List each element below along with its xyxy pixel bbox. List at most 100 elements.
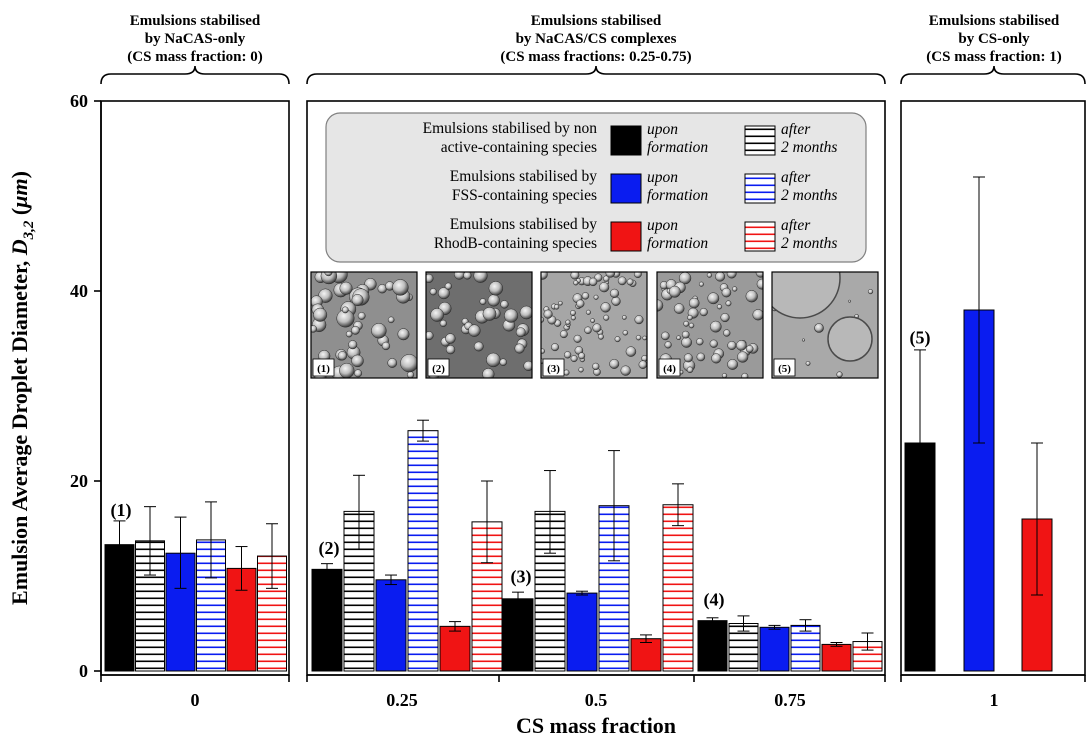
droplet	[681, 330, 690, 339]
droplet	[541, 348, 546, 354]
droplet	[563, 369, 570, 376]
droplet	[351, 354, 364, 368]
legend-row3-label-line1: Emulsions stabilised by	[450, 216, 598, 233]
droplet	[590, 318, 595, 323]
droplet	[397, 328, 410, 341]
panel-header-right-line3: (CS mass fraction: 1)	[926, 49, 1061, 65]
error-bar	[235, 546, 248, 591]
droplet	[439, 319, 447, 327]
error-bar	[174, 516, 187, 589]
bar-0.5-solid-2	[566, 592, 598, 672]
droplet	[622, 315, 627, 320]
error-bar	[640, 634, 652, 643]
error-bar	[830, 642, 843, 647]
panel-header-middle-line2: by NaCAS/CS complexes	[516, 31, 677, 47]
panel-braces	[100, 65, 1086, 85]
micrograph-label: (5)	[778, 363, 791, 375]
error-bar	[973, 176, 985, 444]
bar-0.75-hatch-5	[852, 641, 883, 672]
droplet	[745, 345, 754, 353]
error-bar	[737, 615, 750, 632]
droplet	[345, 330, 353, 338]
droplet	[541, 272, 548, 280]
bar-0.5-solid-4	[630, 638, 662, 672]
micrograph-label-box	[658, 358, 681, 377]
droplet	[437, 287, 450, 300]
bar-annotation: (1)	[111, 500, 132, 521]
legend-upon-row1-line1: upon	[647, 121, 678, 138]
droplet	[626, 278, 634, 286]
error-bar	[512, 591, 524, 606]
droplet	[683, 320, 690, 327]
error-bar	[353, 474, 365, 550]
legend-row1-label-line1: Emulsions stabilised by non	[423, 120, 598, 137]
bar-0.25-hatch-3	[407, 430, 439, 672]
droplet	[609, 288, 620, 298]
droplet	[707, 292, 720, 305]
droplet	[400, 354, 417, 373]
droplet	[664, 341, 672, 349]
droplet	[426, 331, 434, 341]
droplet	[609, 358, 620, 369]
error-bar	[481, 480, 493, 564]
droplet	[732, 286, 738, 292]
error-bar	[576, 590, 588, 596]
error-bar	[608, 450, 620, 562]
droplet	[479, 298, 487, 305]
droplet	[727, 341, 737, 351]
droplet	[727, 359, 739, 370]
micrograph-label: (2)	[432, 363, 445, 375]
droplet	[686, 366, 694, 374]
droplet	[836, 371, 843, 378]
legend: Emulsions stabilised by non active-conta…	[325, 112, 867, 263]
droplet	[488, 281, 504, 296]
droplet	[614, 336, 621, 343]
brace-left	[100, 65, 290, 85]
x-axis-title: CS mass fraction	[516, 713, 676, 738]
droplet	[592, 362, 600, 371]
droplet	[543, 309, 553, 319]
droplet	[725, 300, 732, 307]
droplet	[633, 272, 642, 279]
droplet	[709, 339, 718, 348]
bar-0.75-hatch-3	[790, 624, 821, 672]
bar-0.25-solid-4	[439, 625, 471, 672]
droplet	[584, 326, 592, 334]
droplet	[603, 275, 610, 282]
droplet	[593, 294, 599, 300]
micrograph-label-box	[312, 358, 335, 377]
error-bar	[417, 419, 429, 442]
droplet	[709, 320, 722, 333]
x-tick-label: 0.75	[774, 690, 806, 710]
legend-after-row1-line1: after	[781, 121, 811, 138]
droplet	[598, 333, 604, 340]
droplet	[573, 334, 582, 343]
micrograph-frame	[771, 271, 879, 379]
droplet	[745, 290, 758, 303]
bar-0.25-solid-0	[311, 568, 343, 672]
x-tick-label: 1	[990, 690, 999, 710]
droplet	[429, 288, 437, 296]
droplet	[371, 323, 387, 339]
droplet	[736, 340, 747, 351]
droplet	[500, 300, 509, 309]
droplet	[634, 315, 644, 325]
droplet	[622, 329, 629, 336]
droplet	[588, 277, 598, 287]
droplet	[313, 307, 328, 322]
droplet	[814, 323, 824, 333]
droplet	[578, 352, 586, 360]
bar-0.75-solid-2	[759, 626, 790, 672]
droplet	[603, 314, 610, 321]
x-tick-label: 0.25	[386, 690, 418, 710]
droplet	[454, 272, 465, 280]
x-axis: 0 0.25 0.5 0.75 1	[100, 674, 1086, 710]
droplet	[605, 272, 616, 278]
droplet	[581, 292, 590, 300]
droplet	[387, 316, 395, 324]
droplet	[756, 278, 763, 290]
droplet	[487, 294, 500, 307]
droplet	[638, 360, 647, 369]
x-tick-label: 0	[191, 690, 200, 710]
droplet	[600, 302, 611, 313]
